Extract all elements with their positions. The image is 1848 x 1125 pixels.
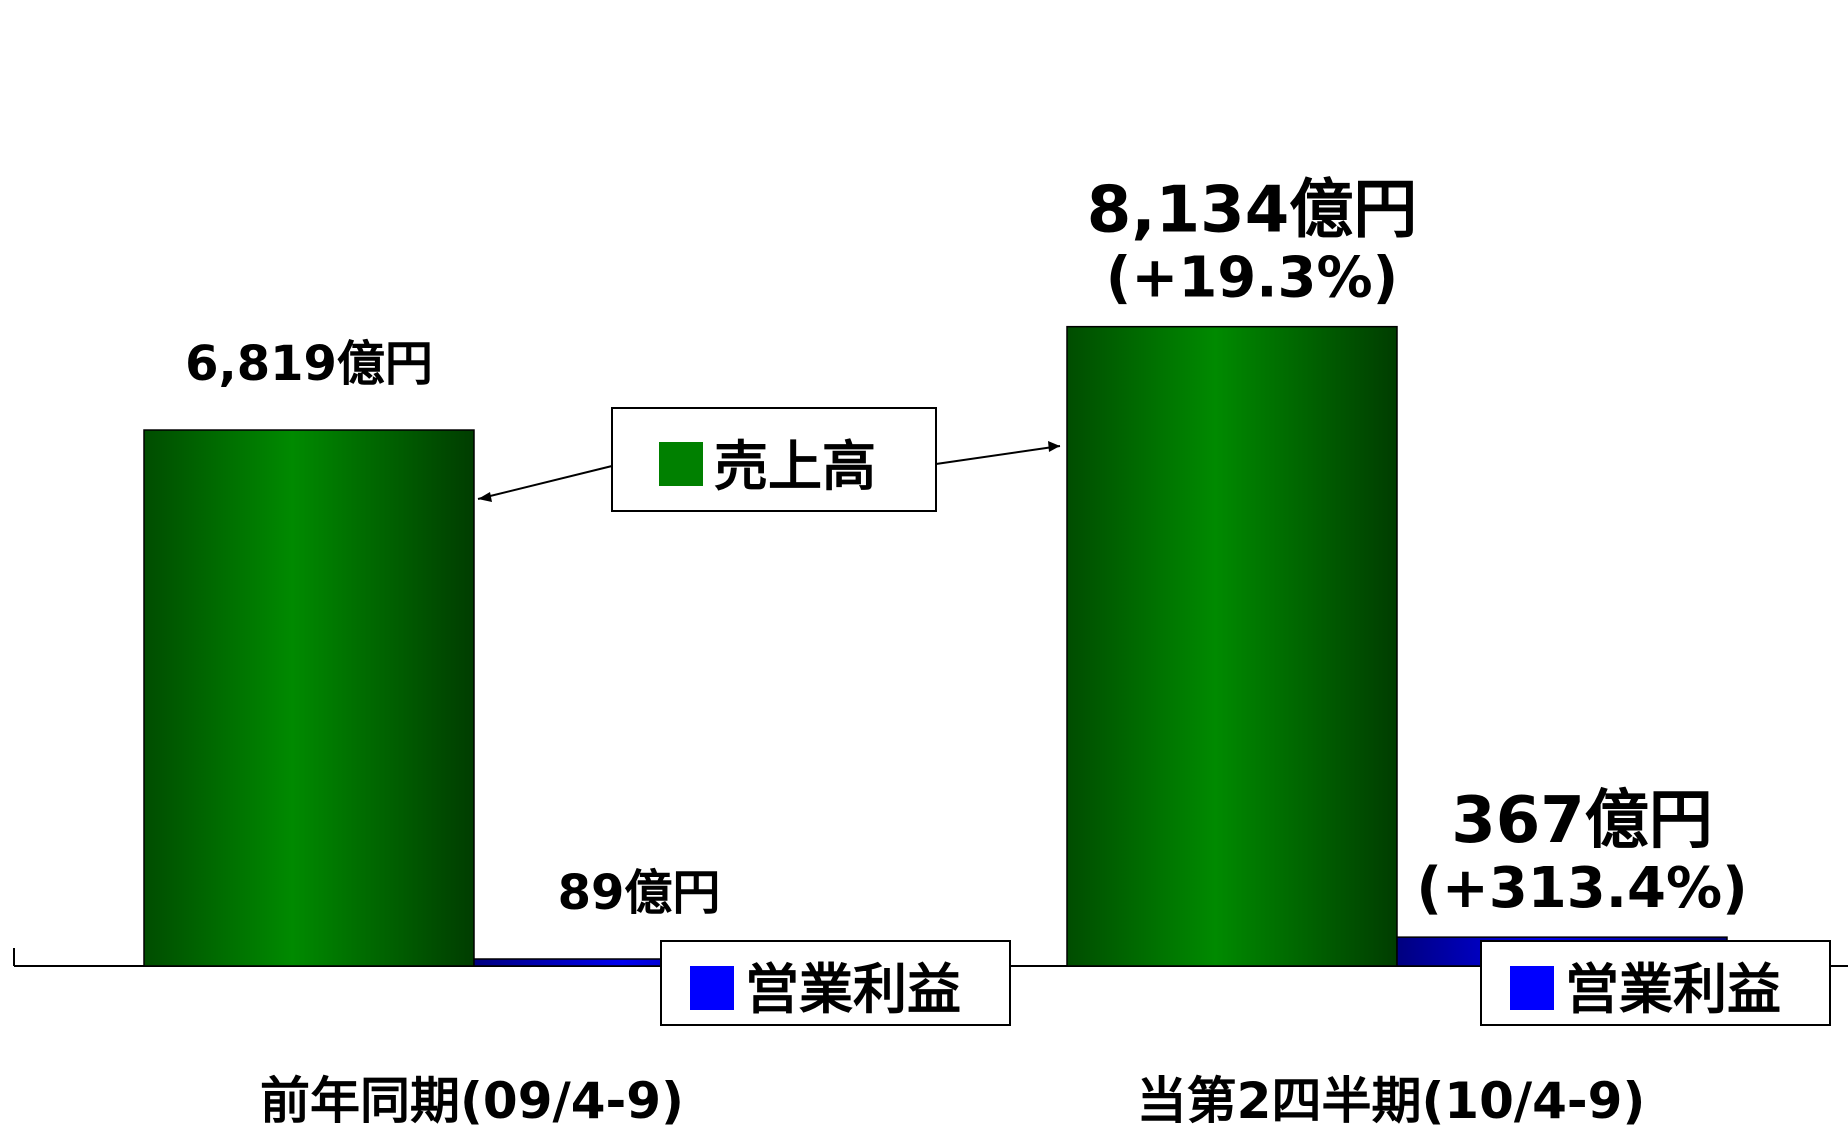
value-label-sales-2: 8,134億円 (1087, 174, 1417, 248)
category-label-2: 当第2四半期(10/4-9) (1137, 1072, 1646, 1125)
legend-label-sales: 売上高 (714, 435, 876, 498)
change-label-sales-2: (+19.3%) (1106, 246, 1398, 311)
legend-callout-profit-2: 営業利益 (1480, 940, 1831, 1026)
category-labels-layer: 前年同期(09/4-9) 当第2四半期(10/4-9) (260, 1072, 1645, 1125)
legend-box-sales (611, 407, 937, 512)
callout-arrowhead-left (478, 492, 492, 502)
legend-swatch-profit-1 (690, 966, 734, 1010)
change-label-profit-2: (+313.4%) (1416, 856, 1747, 921)
callout-arrowhead-right (1048, 441, 1060, 452)
value-label-profit-1: 89億円 (558, 865, 721, 921)
legend-swatch-sales (659, 442, 703, 486)
legend-label-profit-2: 営業利益 (1565, 958, 1781, 1021)
callout-arrow-right (935, 445, 1061, 465)
value-label-profit-2: 367億円 (1451, 784, 1713, 858)
bar-sales-2 (1066, 325, 1398, 967)
value-label-sales-1: 6,819億円 (185, 336, 433, 392)
legend-callout-sales: 売上高 (477, 407, 1061, 512)
callout-arrow-left (477, 465, 613, 500)
legend-callout-profit-1: 営業利益 (660, 940, 1011, 1026)
bar-sales-1 (143, 429, 475, 967)
category-label-1: 前年同期(09/4-9) (260, 1072, 684, 1125)
legend-label-profit-1: 営業利益 (745, 958, 961, 1021)
legend-swatch-profit-2 (1510, 966, 1554, 1010)
value-labels-layer: 6,819億円 89億円 8,134億円(+19.3%) 367億円(+313.4%) (185, 174, 1748, 921)
